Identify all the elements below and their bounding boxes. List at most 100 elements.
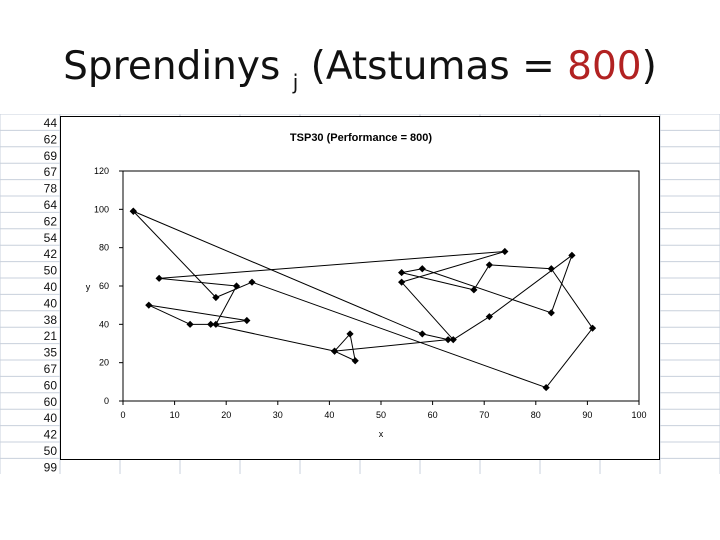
title-distance-value: 800 [567, 44, 642, 89]
tour-segment [148, 304, 191, 325]
sheet-cell-value: 42 [44, 428, 58, 442]
city-point [542, 383, 550, 392]
sheet-cell-value: 35 [44, 346, 58, 360]
sheet-cell-value: 67 [44, 362, 58, 376]
plot-area [122, 170, 640, 402]
city-point [129, 207, 137, 215]
city-point [485, 313, 493, 321]
tour-segment [401, 272, 474, 291]
sheet-cell-value: 40 [44, 280, 58, 294]
tour-segment [159, 277, 237, 287]
sheet-cell-value: 21 [44, 329, 58, 343]
sheet-cell-value: 78 [44, 182, 58, 196]
x-axis-label: x [379, 429, 384, 439]
city-point [346, 330, 354, 338]
y-tick-label: 20 [99, 358, 109, 368]
city-point [547, 309, 555, 317]
x-tick-label: 10 [170, 410, 180, 420]
tour-segment [550, 255, 573, 314]
city-point [155, 274, 163, 282]
tour-segment [334, 339, 449, 352]
sheet-cell-value: 62 [44, 214, 58, 228]
sheet-cell-value: 44 [44, 116, 58, 130]
y-axis-label: y [86, 282, 91, 292]
y-tick-label: 60 [99, 281, 109, 291]
tour-segment [489, 254, 573, 318]
sheet-cell-value: 38 [44, 313, 58, 327]
tour-segment [132, 210, 217, 298]
tour-segment [422, 268, 552, 314]
chart-title: TSP30 (Performance = 800) [290, 132, 432, 144]
city-point [568, 251, 576, 259]
chart-area[interactable]: TSP30 (Performance = 800) 0 10 20 30 40 50 60 70… [60, 116, 660, 460]
tour-segment [334, 350, 356, 362]
tour-segment [133, 210, 423, 335]
x-tick-label: 60 [428, 410, 438, 420]
city-point [212, 293, 220, 302]
tour-segment [334, 333, 351, 352]
city-point [547, 265, 555, 273]
tour-segment [422, 333, 449, 341]
x-tick-label: 40 [324, 410, 334, 420]
city-point [207, 320, 215, 328]
sheet-cell-value: 40 [44, 296, 58, 310]
city-point [418, 265, 426, 273]
tour-segment [148, 304, 247, 321]
x-tick-label: 20 [221, 410, 231, 420]
city-point [501, 247, 509, 256]
tour-segment [251, 281, 547, 389]
sheet-cell-value: 60 [44, 378, 58, 392]
tour-segment [401, 251, 505, 283]
tour-segment [473, 264, 490, 291]
title-text-open: (Atstumas = [298, 44, 568, 89]
city-point [418, 330, 426, 338]
sheet-cell-value: 50 [44, 264, 58, 278]
y-tick-label: 100 [94, 204, 109, 214]
tour-segment [401, 281, 454, 341]
city-point [398, 268, 406, 277]
title-text-close: ) [641, 44, 657, 89]
tour-segment [489, 264, 552, 270]
sheet-cell-value: 67 [44, 165, 58, 179]
x-tick-label: 30 [273, 410, 283, 420]
tour-segment [401, 268, 423, 274]
sheet-cell-value: 69 [44, 149, 58, 163]
x-tick-label: 50 [376, 410, 386, 420]
y-tick-label: 80 [99, 243, 109, 253]
x-tick-label: 70 [479, 410, 489, 420]
city-point [232, 282, 241, 290]
tsp-chart: TSP30 (Performance = 800) 0 10 20 30 40 50 60 70… [86, 132, 647, 439]
tour-segment [545, 327, 593, 388]
y-tick-label: 40 [99, 319, 109, 329]
x-tick-label: 0 [120, 410, 125, 420]
y-tick-label: 120 [94, 166, 109, 176]
x-tick-label: 100 [631, 410, 646, 420]
sheet-cell-value: 64 [44, 198, 58, 212]
sheet-cell-value: 50 [44, 444, 58, 458]
city-point [351, 357, 359, 365]
city-point [145, 301, 153, 309]
tour-segment [159, 251, 505, 279]
tour-segment [452, 316, 490, 341]
sheet-cell-value: 54 [44, 231, 58, 245]
sheet-cell-value: 60 [44, 395, 58, 409]
slide-title: Sprendinys j (Atstumas = 800) [0, 44, 720, 94]
sheet-cell-value: 62 [44, 132, 58, 146]
tour-segment [550, 268, 593, 329]
x-tick-label: 90 [582, 410, 592, 420]
title-subscript: j [292, 70, 299, 94]
title-text: Sprendinys [63, 44, 293, 89]
y-tick-label: 0 [104, 396, 109, 406]
city-point [248, 278, 256, 286]
x-tick-label: 80 [531, 410, 541, 420]
city-point [243, 316, 251, 325]
city-point [186, 320, 194, 328]
city-point [485, 261, 493, 269]
tour-segment [215, 285, 237, 325]
sheet-cell-value: 99 [44, 460, 58, 474]
tour-segment [210, 323, 335, 352]
sheet-cell-value: 40 [44, 411, 58, 425]
sheet-cell-value: 42 [44, 247, 58, 261]
tour-segment [215, 320, 247, 325]
tour-segment [349, 333, 356, 361]
